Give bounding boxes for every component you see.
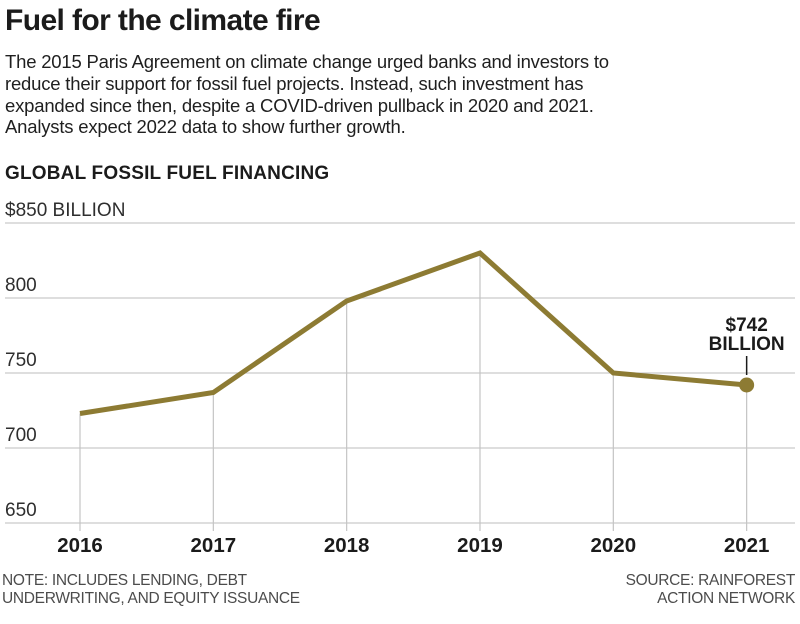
x-tick-label-2021: 2021: [724, 534, 770, 557]
chart-description: The 2015 Paris Agreement on climate chan…: [5, 51, 775, 138]
note-line: NOTE: INCLUDES LENDING, DEBT: [2, 572, 247, 589]
annotation-label-line: BILLION: [709, 334, 785, 355]
y-tick-label-650: 650: [5, 500, 37, 521]
description-line: The 2015 Paris Agreement on climate chan…: [5, 51, 609, 72]
y-tick-label-750: 750: [5, 350, 37, 371]
page-title: Fuel for the climate fire: [5, 4, 321, 37]
description-line: Analysts expect 2022 data to show furthe…: [5, 116, 406, 138]
description-line: reduce their support for fossil fuel pro…: [5, 72, 584, 94]
x-tick-label-2016: 2016: [57, 534, 103, 557]
description-line: expanded since then, despite a COVID-dri…: [5, 94, 594, 116]
data-line: [79, 250, 747, 416]
y-tick-label-700: 700: [5, 425, 37, 446]
x-tick-label-2020: 2020: [591, 534, 637, 557]
data-point-2021: [739, 377, 755, 393]
y-tick-label-800: 800: [5, 275, 37, 296]
y-tick-label-850: $850 BILLION: [5, 200, 125, 221]
chart-footer: NOTE: INCLUDES LENDING, DEBT UNDERWRITIN…: [2, 572, 795, 608]
chart-title: GLOBAL FOSSIL FUEL FINANCING: [5, 163, 330, 184]
chart-note: NOTE: INCLUDES LENDING, DEBT UNDERWRITIN…: [2, 572, 300, 608]
source-line: ACTION NETWORK: [657, 590, 795, 607]
annotation-label-line: $742: [726, 315, 768, 336]
x-tick-label-2017: 2017: [191, 534, 237, 557]
note-line: UNDERWRITING, AND EQUITY ISSUANCE: [2, 590, 300, 607]
source-line: SOURCE: RAINFOREST: [625, 572, 796, 589]
chart-source: SOURCE: RAINFOREST ACTION NETWORK: [625, 572, 796, 608]
x-tick-label-2019: 2019: [457, 534, 503, 557]
x-tick-label-2018: 2018: [324, 534, 370, 557]
